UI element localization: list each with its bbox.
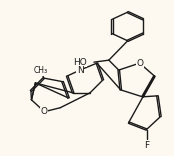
Text: O: O (41, 107, 48, 116)
Text: F: F (144, 141, 149, 150)
Text: HO: HO (73, 58, 87, 67)
Text: CH₃: CH₃ (34, 66, 48, 75)
Text: O: O (136, 59, 143, 68)
Text: N: N (77, 66, 83, 75)
